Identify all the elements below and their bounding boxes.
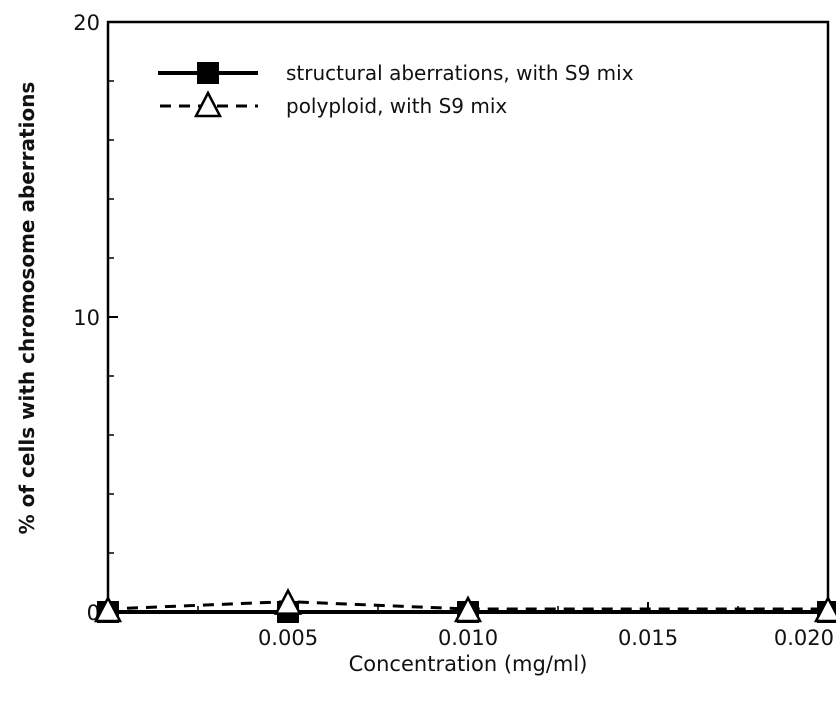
legend-swatch-filled-square-marker bbox=[197, 62, 219, 84]
legend-item-polyploid: polyploid, with S9 mix bbox=[160, 90, 507, 118]
x-tick-label: 0.015 bbox=[618, 626, 678, 650]
y-tick-label: 10 bbox=[73, 306, 100, 330]
y-axis-title: % of cells with chromosome aberrations bbox=[15, 82, 39, 535]
data-point-polyploid bbox=[93, 595, 123, 623]
series-layer bbox=[93, 587, 836, 623]
data-point-polyploid bbox=[453, 595, 483, 623]
x-tick-label: 0.010 bbox=[438, 626, 498, 650]
x-tick-label: 0.020 bbox=[774, 626, 834, 650]
legend-swatch-open-triangle-marker bbox=[193, 90, 223, 118]
x-axis-title: Concentration (mg/ml) bbox=[349, 652, 588, 676]
legend: structural aberrations, with S9 mix poly… bbox=[158, 61, 634, 118]
y-tick-label: 20 bbox=[73, 11, 100, 35]
x-axis-ticks: 0.005 0.010 0.015 0.020 bbox=[197, 602, 834, 650]
series-line-polyploid bbox=[107, 600, 828, 611]
data-point-polyploid bbox=[813, 595, 836, 623]
legend-item-structural: structural aberrations, with S9 mix bbox=[158, 61, 634, 85]
legend-label-structural: structural aberrations, with S9 mix bbox=[286, 61, 634, 85]
x-tick-label: 0.005 bbox=[258, 626, 318, 650]
data-point-polyploid bbox=[273, 587, 303, 615]
legend-label-polyploid: polyploid, with S9 mix bbox=[286, 94, 507, 118]
